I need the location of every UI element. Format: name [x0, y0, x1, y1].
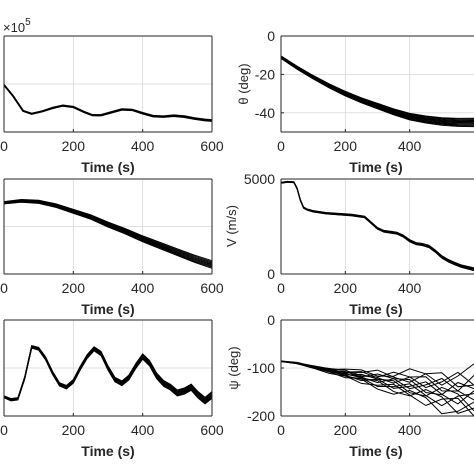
x-axis-label: Time (s): [81, 159, 134, 175]
series-group: [280, 55, 474, 128]
x-tick-label: 200: [334, 422, 358, 438]
exponent-label: ×105: [3, 17, 31, 35]
grid: [4, 36, 212, 132]
y-axis-label: V (m/s): [224, 205, 239, 247]
x-tick-label: 200: [62, 422, 86, 438]
y-tick-label: 0: [267, 266, 275, 282]
y-axis-label: θ (deg): [236, 63, 251, 104]
y-tick-label: -200: [247, 408, 275, 424]
x-axis-label: Time (s): [81, 443, 134, 459]
tick-labels: 0 200 400 0 -20 -40: [255, 28, 422, 154]
panel-3: Time (s) 0 200 400 600: [0, 178, 224, 317]
trajectory-line: [280, 360, 474, 389]
x-tick-label: 400: [398, 138, 422, 154]
x-tick-label: 400: [131, 422, 155, 438]
series-group: [3, 198, 213, 269]
panel-4: Time (s) V (m/s) 0 200 400 5000 0: [224, 171, 474, 317]
x-tick-label: 0: [277, 422, 285, 438]
x-tick-label: 600: [200, 280, 224, 296]
axes: [280, 319, 474, 417]
x-tick-label: 0: [277, 280, 285, 296]
trajectory-line: [280, 360, 474, 388]
trajectory-line: [280, 180, 474, 269]
y-tick-label: -100: [247, 360, 275, 376]
x-tick-label: 0: [0, 280, 8, 296]
y-tick-label: 0: [267, 28, 275, 44]
x-tick-label: 600: [200, 138, 224, 154]
x-tick-label: 400: [131, 138, 155, 154]
series-group: [280, 360, 474, 417]
axes: [280, 178, 474, 275]
tick-labels: 0 200 400 600: [0, 138, 224, 154]
y-tick-label: -40: [255, 105, 275, 121]
x-tick-label: 600: [200, 422, 224, 438]
series-group: [3, 344, 213, 405]
x-axis-label: Time (s): [349, 443, 402, 459]
series-group: [280, 180, 474, 272]
x-axis-label: Time (s): [349, 159, 402, 175]
trajectory-line: [3, 344, 213, 400]
tick-labels: 0 200 400 600: [0, 280, 224, 296]
x-tick-label: 400: [398, 422, 422, 438]
trajectory-line: [3, 198, 213, 262]
axes: [3, 35, 213, 133]
tick-labels: 0 200 400 0 -100 -200: [247, 312, 422, 438]
trajectory-line: [280, 55, 474, 119]
tick-labels: 0 200 400 5000 0: [244, 171, 422, 296]
y-axis-label: ψ (deg): [226, 346, 241, 389]
tick-labels: 0 200 400 600: [0, 422, 224, 438]
y-tick-label: 0: [267, 312, 275, 328]
x-tick-label: 400: [398, 280, 422, 296]
x-tick-label: 0: [277, 138, 285, 154]
axes: [3, 178, 213, 275]
x-tick-label: 0: [0, 138, 8, 154]
panel-5: Time (s) 0 200 400 600: [0, 319, 224, 459]
panel-6: Time (s) ψ (deg) 0 200 400 0 -100 -200: [226, 312, 474, 459]
x-tick-label: 200: [62, 280, 86, 296]
trajectory-line: [3, 84, 213, 121]
trajectory-line: [280, 360, 474, 386]
panel-2: Time (s) θ (deg) 0 200 400 0 -20 -40: [236, 28, 474, 175]
series-group: [3, 84, 213, 122]
x-tick-label: 0: [0, 422, 8, 438]
x-tick-label: 200: [334, 138, 358, 154]
x-axis-label: Time (s): [349, 301, 402, 317]
x-tick-label: 200: [334, 280, 358, 296]
y-tick-label: -20: [255, 66, 275, 82]
y-tick-label: 5000: [244, 171, 275, 187]
trajectory-line: [280, 360, 474, 396]
x-tick-label: 200: [62, 138, 86, 154]
panel-1: ×105 Time (s) 0 200 400 600: [0, 17, 224, 175]
axes: [3, 319, 213, 417]
axes: [280, 35, 474, 133]
grid: [344, 179, 411, 274]
x-axis-label: Time (s): [81, 301, 134, 317]
x-tick-label: 400: [131, 280, 155, 296]
